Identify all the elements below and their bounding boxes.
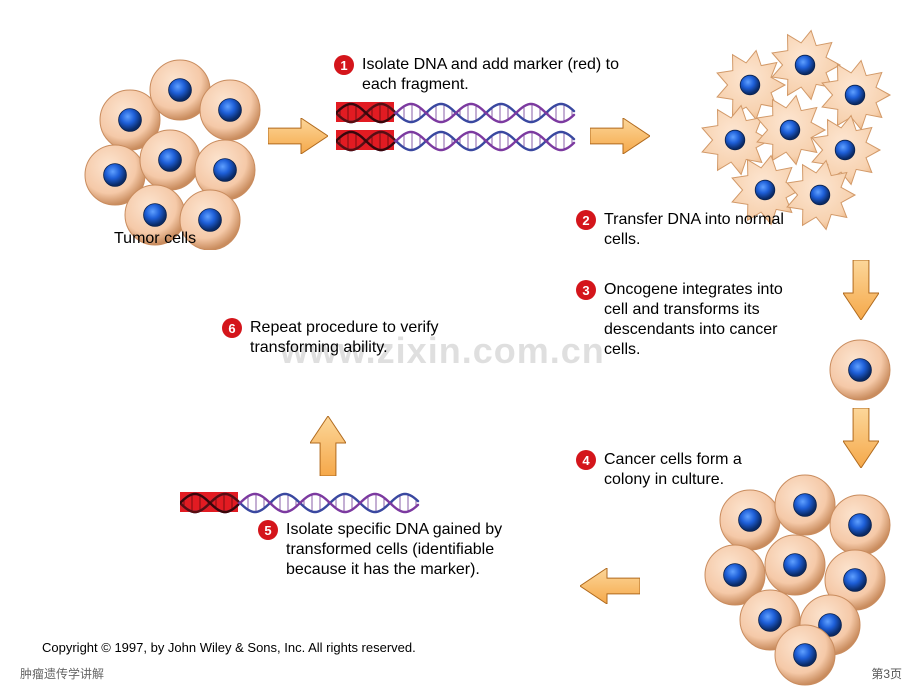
step-6-badge: 6 xyxy=(222,318,242,338)
arrow-4 xyxy=(843,408,879,468)
step-2-text: Transfer DNA into normal cells. xyxy=(604,210,784,250)
step-3: 3 Oncogene integrates into cell and tran… xyxy=(576,280,806,360)
step-2-badge: 2 xyxy=(576,210,596,230)
step-4: 4 Cancer cells form a colony in culture. xyxy=(576,450,776,490)
dna-segment-1 xyxy=(336,102,576,124)
normal-cell-cluster xyxy=(670,20,910,240)
arrow-2 xyxy=(590,118,650,154)
step-6: 6 Repeat procedure to verify transformin… xyxy=(222,318,482,358)
step-3-text: Oncogene integrates into cell and transf… xyxy=(604,280,794,360)
copyright-content: Copyright © 1997, by John Wiley & Sons, … xyxy=(42,640,416,655)
step-1-text: Isolate DNA and add marker (red) to each… xyxy=(362,55,642,95)
step-2: 2 Transfer DNA into normal cells. xyxy=(576,210,796,250)
tumor-cells-label-text: Tumor cells xyxy=(114,230,196,247)
cancer-colony-cluster xyxy=(680,460,920,690)
footer-right-note: 第3页 xyxy=(871,665,902,682)
arrow-6 xyxy=(310,416,346,476)
footer-right-content: 第3页 xyxy=(871,667,902,681)
tumor-cells-label: Tumor cells xyxy=(114,230,196,248)
step-5-badge: 5 xyxy=(258,520,278,540)
footer-left-content: 肿瘤遗传学讲解 xyxy=(20,667,104,681)
footer-left-note: 肿瘤遗传学讲解 xyxy=(20,665,104,682)
step-4-badge: 4 xyxy=(576,450,596,470)
dna-segment-3 xyxy=(180,492,420,514)
arrow-5 xyxy=(580,568,640,604)
step-5-text: Isolate specific DNA gained by transform… xyxy=(286,520,506,580)
arrow-1 xyxy=(268,118,328,154)
step-1-badge: 1 xyxy=(334,55,354,75)
dna-segment-2 xyxy=(336,130,576,152)
step-4-text: Cancer cells form a colony in culture. xyxy=(604,450,764,490)
tumor-cell-cluster xyxy=(60,30,300,250)
step-5: 5 Isolate specific DNA gained by transfo… xyxy=(258,520,518,580)
arrow-3 xyxy=(843,260,879,320)
step-3-badge: 3 xyxy=(576,280,596,300)
single-transformed-cell xyxy=(820,330,900,410)
copyright-text: Copyright © 1997, by John Wiley & Sons, … xyxy=(42,640,416,655)
step-1: 1 Isolate DNA and add marker (red) to ea… xyxy=(334,55,654,95)
step-6-text: Repeat procedure to verify transforming … xyxy=(250,318,470,358)
